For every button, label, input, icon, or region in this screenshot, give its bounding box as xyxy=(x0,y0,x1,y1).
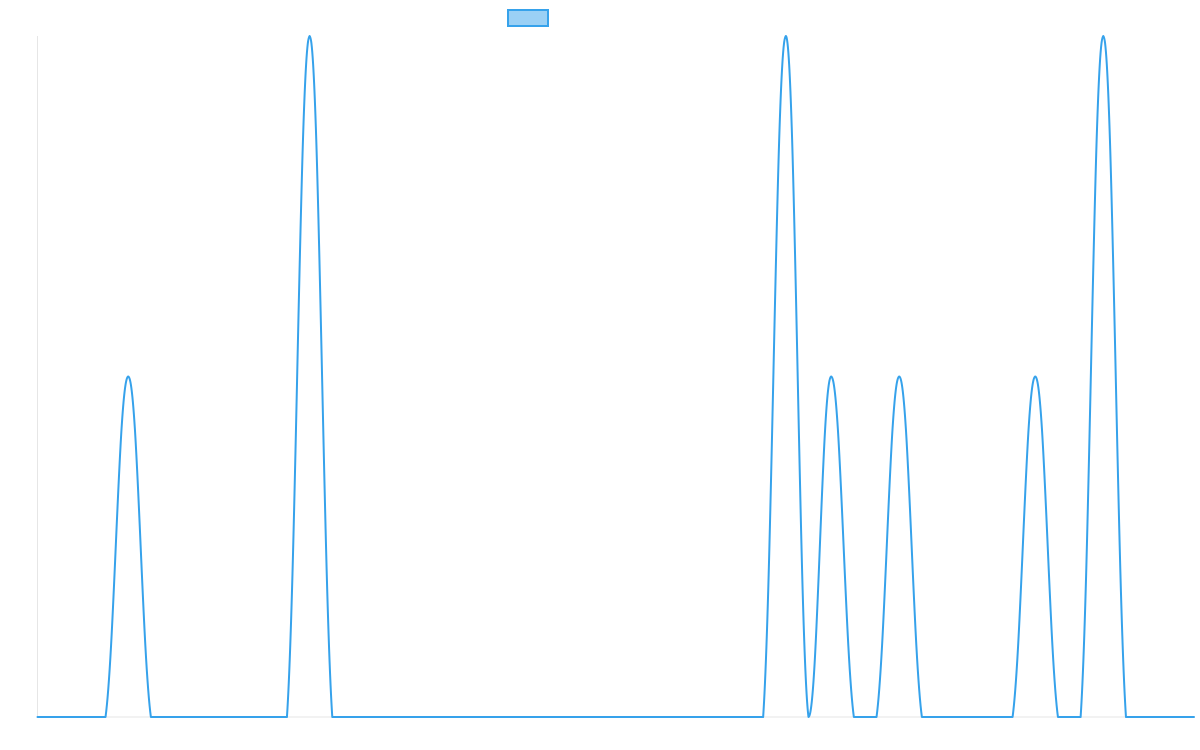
legend[interactable] xyxy=(507,9,549,27)
series-line-0 xyxy=(36,35,1195,719)
legend-swatch[interactable] xyxy=(507,9,549,27)
series-layer xyxy=(36,35,1195,719)
